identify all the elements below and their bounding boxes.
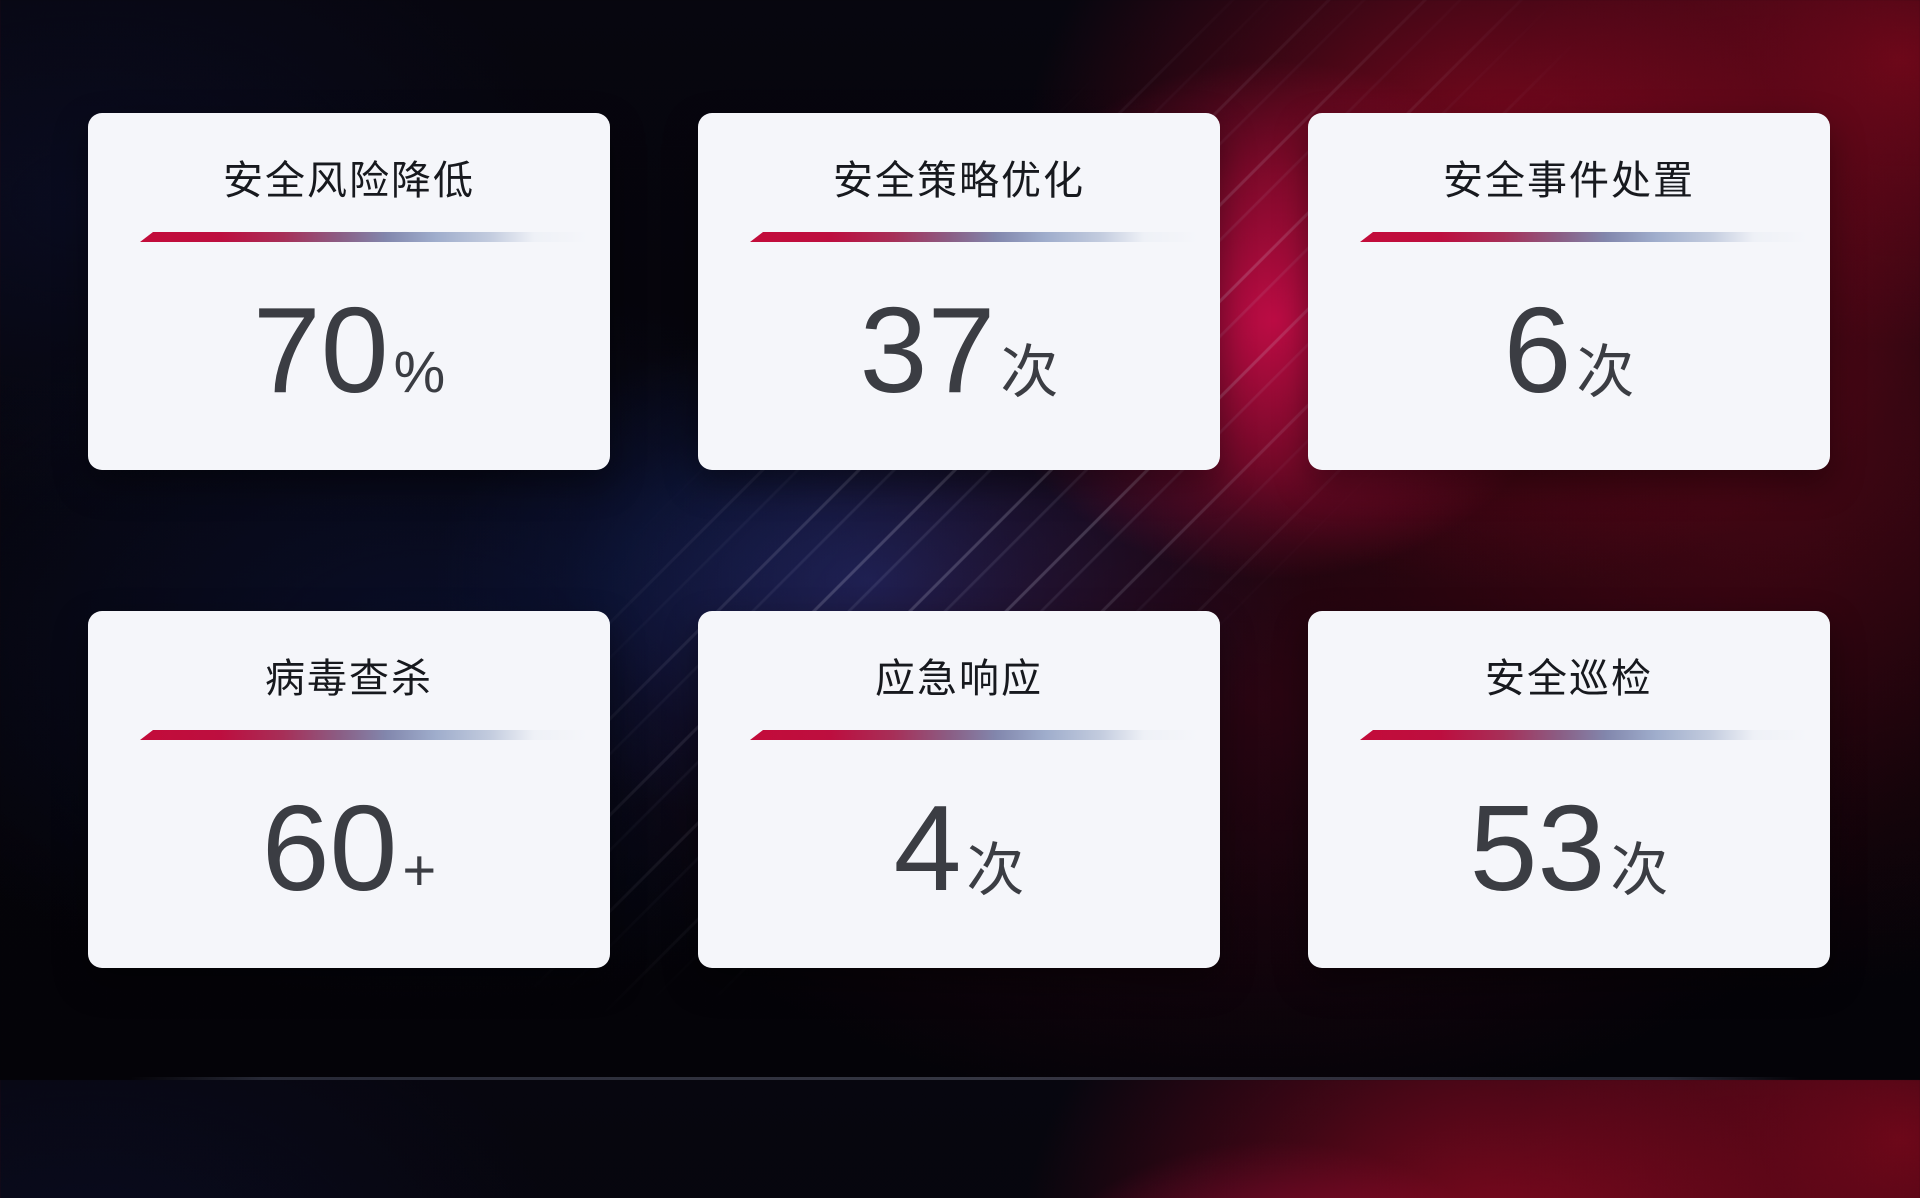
stat-value-row: 6 次: [1504, 289, 1635, 411]
stat-unit: 次: [1000, 340, 1059, 405]
stat-value: 53: [1469, 780, 1606, 916]
gradient-divider: [750, 730, 1198, 740]
stat-unit: 次: [1610, 838, 1669, 903]
stat-value-row: 4 次: [894, 787, 1025, 909]
gradient-divider: [140, 232, 588, 242]
stat-value: 60: [261, 780, 398, 916]
stat-card-risk-reduction: 安全风险降低 70 %: [88, 113, 610, 470]
stat-unit: 次: [1576, 340, 1635, 405]
stat-value: 6: [1503, 282, 1572, 418]
stat-value-row: 53 次: [1470, 787, 1669, 909]
card-title: 应急响应: [875, 657, 1043, 701]
stat-unit: 次: [966, 838, 1025, 903]
card-title: 安全风险降低: [223, 159, 475, 203]
stat-value-row: 37 次: [860, 289, 1059, 411]
card-title: 安全事件处置: [1443, 159, 1695, 203]
gradient-divider: [1360, 730, 1808, 740]
stat-value-row: 60 +: [262, 787, 437, 909]
card-title: 病毒查杀: [265, 657, 433, 701]
gradient-divider: [1360, 232, 1808, 242]
stat-card-policy-optimization: 安全策略优化 37 次: [698, 113, 1220, 470]
stat-card-emergency-response: 应急响应 4 次: [698, 611, 1220, 968]
stat-value-row: 70 %: [253, 289, 445, 411]
stat-value: 4: [893, 780, 962, 916]
stat-card-incident-handling: 安全事件处置 6 次: [1308, 113, 1830, 470]
stat-unit: %: [393, 340, 446, 405]
gradient-divider: [750, 232, 1198, 242]
stat-value: 70: [252, 282, 389, 418]
gradient-divider: [140, 730, 588, 740]
stat-cards-grid: 安全风险降低 70 % 安全策略优化 37 次 安全事件处置 6 次 病毒查杀 …: [88, 113, 1830, 968]
stat-card-virus-scan: 病毒查杀 60 +: [88, 611, 610, 968]
stat-value: 37: [859, 282, 996, 418]
card-title: 安全策略优化: [833, 159, 1085, 203]
bottom-edge-highlight: [130, 1077, 1800, 1080]
stat-unit: +: [402, 838, 437, 903]
card-title: 安全巡检: [1485, 657, 1653, 701]
stat-card-security-inspection: 安全巡检 53 次: [1308, 611, 1830, 968]
